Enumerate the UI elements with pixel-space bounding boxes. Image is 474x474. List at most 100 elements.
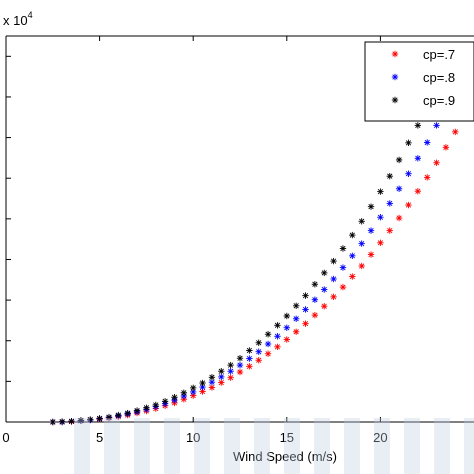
data-point [255, 339, 262, 346]
data-point [264, 331, 272, 338]
data-point [246, 363, 253, 370]
data-point [321, 269, 328, 277]
data-point [227, 374, 234, 381]
data-point [246, 355, 253, 362]
legend-marker [391, 50, 399, 58]
legend-box [364, 41, 474, 122]
x-tick-label: 10 [186, 430, 200, 445]
data-point [395, 185, 403, 192]
data-point [124, 409, 131, 417]
data-point [274, 333, 281, 340]
data-point [452, 128, 459, 136]
legend: cp=.7 cp=.8 cp=.9 [364, 41, 474, 122]
data-point [330, 257, 337, 265]
data-point [274, 343, 281, 351]
data-point [377, 188, 384, 195]
x-tick-label: 15 [280, 430, 294, 445]
data-point [246, 347, 253, 354]
data-point [236, 368, 244, 376]
series-2 [49, 87, 459, 426]
data-point [115, 411, 122, 419]
x-tick-label: 5 [96, 430, 103, 445]
data-point [433, 159, 440, 166]
data-point [311, 296, 319, 303]
data-point [227, 368, 234, 375]
data-point [283, 336, 290, 343]
data-point [49, 418, 56, 426]
data-point [302, 320, 309, 327]
series-1 [49, 128, 459, 426]
data-point [255, 348, 262, 355]
data-point [405, 170, 412, 177]
legend-label: cp=.7 [423, 47, 455, 62]
data-point [171, 394, 178, 401]
data-point [321, 303, 328, 310]
data-point [358, 218, 365, 225]
data-point [283, 324, 290, 331]
data-point [236, 355, 244, 362]
data-point [199, 379, 206, 387]
data-point [87, 416, 94, 423]
data-point [339, 283, 347, 291]
data-point [264, 350, 272, 357]
data-point [227, 361, 234, 369]
data-point [264, 340, 272, 348]
legend-marker [391, 96, 399, 104]
data-point [377, 239, 384, 247]
data-point [395, 156, 403, 164]
data-point [152, 401, 159, 409]
x-tick-label: 0 [2, 430, 9, 445]
data-point [386, 172, 393, 180]
data-point [292, 302, 300, 309]
data-point [208, 374, 216, 381]
data-point [321, 286, 328, 293]
data-point [377, 214, 384, 221]
data-point [349, 273, 356, 280]
data-point [218, 373, 225, 381]
data-point [311, 311, 319, 319]
data-point [311, 281, 319, 288]
data-point [292, 328, 300, 335]
data-point [77, 417, 85, 424]
data-point [330, 275, 337, 283]
data-point [367, 203, 375, 210]
data-point [367, 251, 375, 258]
data-point [386, 227, 393, 234]
data-point [395, 214, 403, 222]
data-point [414, 155, 422, 162]
x-axis-label: Wind Speed (m/s) [233, 449, 337, 464]
data-point [58, 418, 66, 425]
data-marks [49, 45, 459, 426]
data-point [292, 315, 300, 322]
axes [5, 35, 474, 423]
data-point [414, 188, 422, 195]
data-point [339, 264, 347, 271]
data-point [330, 293, 337, 301]
data-point [255, 357, 262, 364]
legend-label: cp=.8 [423, 70, 455, 85]
x-tick-label: 20 [373, 430, 387, 445]
legend-marker [391, 73, 399, 81]
data-point [358, 262, 365, 270]
data-point [386, 200, 393, 207]
data-point [442, 144, 450, 151]
data-point [405, 201, 412, 209]
data-point [105, 413, 113, 421]
data-point [68, 417, 75, 425]
data-point [161, 398, 169, 405]
data-point [358, 240, 365, 247]
y-multiplier-label: x 104 [3, 10, 33, 28]
data-point [424, 139, 431, 146]
data-point [433, 122, 440, 129]
data-point [143, 404, 150, 411]
data-point [218, 379, 225, 386]
data-point [180, 389, 188, 396]
data-point [302, 292, 309, 299]
data-point [339, 245, 347, 252]
ticks: 0 5 10 15 20 [2, 36, 388, 445]
data-point [218, 368, 225, 375]
legend-label: cp=.9 [423, 93, 455, 108]
data-point [349, 231, 356, 239]
data-point [190, 384, 197, 392]
